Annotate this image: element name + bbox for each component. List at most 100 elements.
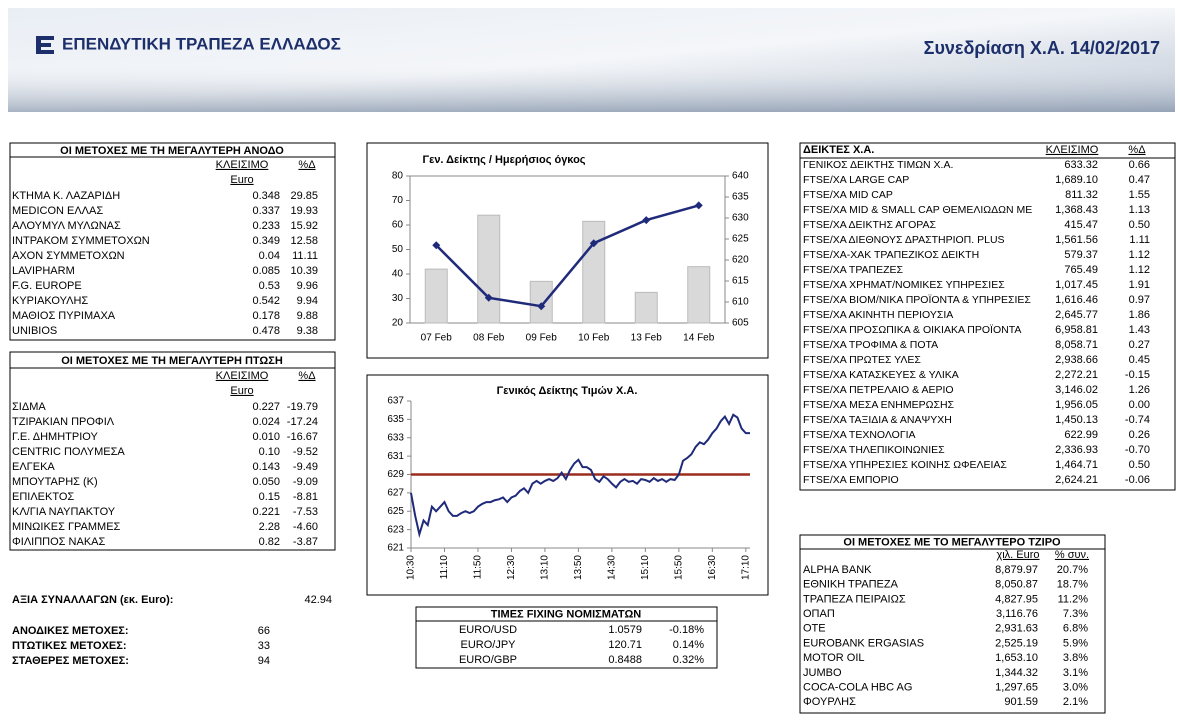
table-border bbox=[799, 142, 1176, 491]
index-name: FTSE/ΧΑ ΠΡΩΤΕΣ ΥΛΕΣ bbox=[803, 354, 921, 366]
index-name: FTSE/ΧΑ ΥΠΗΡΕΣΙΕΣ ΚΟΙΝΗΣ ΩΦΕΛΕΙΑΣ bbox=[803, 459, 1007, 471]
y-tick-label: 60 bbox=[392, 220, 404, 231]
chart-title: Γενικός Δείκτης Τιμών Χ.Α. bbox=[497, 385, 638, 397]
y-tick-label: 633 bbox=[387, 432, 404, 443]
turnover-share: 20.7% bbox=[1057, 564, 1088, 576]
index-name: FTSE/ΧΑ LARGE CAP bbox=[803, 174, 909, 186]
index-name: FTSE/ΧΑ ΧΡΗΜΑΤ/ΝΟΜΙΚΕΣ ΥΠΗΡΕΣΙΕΣ bbox=[803, 279, 1005, 291]
column-header: ΚΛΕΙΣΙΜΟ bbox=[216, 159, 269, 171]
index-name: FTSE/ΧΑ ΤΑΞΙΔΙΑ & ΑΝΑΨΥΧΗ bbox=[803, 414, 952, 426]
turnover-value: 3,116.76 bbox=[996, 608, 1038, 620]
summary-label: ΠΤΩΤΙΚΕΣ ΜΕΤΟΧΕΣ: bbox=[12, 640, 127, 652]
y-tick-label: 40 bbox=[392, 269, 404, 280]
bar bbox=[687, 266, 711, 324]
close-price: 0.221 bbox=[252, 506, 280, 518]
marker bbox=[694, 201, 703, 210]
session-date: Συνεδρίαση Χ.Α. 14/02/2017 bbox=[924, 38, 1160, 58]
index-name: ΓΕΝΙΚΟΣ ΔΕΙΚΤΗΣ ΤΙΜΩΝ Χ.Α. bbox=[803, 159, 953, 171]
x-tick-label: 10 Feb bbox=[578, 333, 610, 344]
index-name: FTSE/ΧΑ ΤΡΟΦΙΜΑ & ΠΟΤΑ bbox=[803, 339, 938, 351]
index-close: 2,624.21 bbox=[1055, 474, 1098, 486]
y-tick-label: 627 bbox=[387, 488, 404, 499]
close-price: 0.024 bbox=[252, 416, 280, 428]
change-pct: -16.67 bbox=[287, 431, 318, 443]
summary-value: 66 bbox=[258, 625, 270, 637]
index-close: 1,956.05 bbox=[1055, 399, 1098, 411]
close-price: 0.178 bbox=[252, 310, 280, 322]
y-tick-label: 621 bbox=[387, 543, 404, 554]
index-close: 811.32 bbox=[1065, 189, 1098, 201]
stock-name: ΕΛΓΕΚΑ bbox=[12, 461, 55, 473]
bar bbox=[477, 214, 501, 324]
currency-pair: EURO/GBP bbox=[459, 654, 517, 666]
y-tick-label: 50 bbox=[392, 244, 404, 255]
stock-name: MOTOR OIL bbox=[803, 652, 865, 664]
index-close: 8,058.71 bbox=[1055, 339, 1098, 351]
index-change: 1.11 bbox=[1129, 234, 1150, 246]
stock-name: ΜΙΝΩΙΚΕΣ ΓΡΑΜΜΕΣ bbox=[12, 521, 121, 533]
bar bbox=[529, 280, 553, 324]
index-change: -0.15 bbox=[1125, 369, 1150, 381]
bar bbox=[424, 268, 448, 324]
index-change: 1.12 bbox=[1129, 249, 1150, 261]
index-change: 0.50 bbox=[1129, 219, 1150, 231]
table-border bbox=[799, 534, 1106, 550]
index-change: 0.97 bbox=[1129, 294, 1150, 306]
plot-border bbox=[409, 175, 726, 324]
change-pct: 11.11 bbox=[292, 250, 318, 262]
close-price: 0.227 bbox=[252, 401, 280, 413]
y-tick-label: 629 bbox=[387, 469, 404, 480]
table-border bbox=[415, 606, 718, 622]
index-name: FTSE/ΧΑ ΔΕΙΚΤΗΣ ΑΓΟΡΑΣ bbox=[803, 219, 936, 231]
index-line bbox=[410, 413, 750, 539]
y2-tick-label: 630 bbox=[732, 213, 749, 224]
index-close: 765.49 bbox=[1064, 264, 1098, 276]
line bbox=[435, 204, 700, 308]
close-price: 0.82 bbox=[259, 536, 280, 548]
close-price: 0.348 bbox=[252, 190, 280, 202]
stock-name: ALPHA BANK bbox=[803, 564, 872, 576]
bar bbox=[582, 220, 606, 324]
stock-name: ΦΟΥΡΛΗΣ bbox=[803, 696, 856, 708]
turnover-share: 3.1% bbox=[1063, 667, 1088, 679]
index-close: 2,645.77 bbox=[1055, 309, 1098, 321]
x-tick-label: 08 Feb bbox=[473, 333, 505, 344]
turnover-value: 4,827.95 bbox=[995, 593, 1038, 605]
marker bbox=[642, 216, 651, 225]
logo bbox=[36, 36, 54, 54]
unit-label: Euro bbox=[230, 385, 253, 397]
summary-label: ΑΝΟΔΙΚΕΣ ΜΕΤΟΧΕΣ: bbox=[12, 625, 129, 637]
index-close: 1,368.43 bbox=[1055, 204, 1098, 216]
table-title: ΟΙ ΜΕΤΟΧΕΣ ΜΕ ΤΟ ΜΕΓΑΛΥΤΕΡΟ ΤΖΙΡΟ bbox=[843, 536, 1061, 548]
x-tick-label: 13:10 bbox=[540, 555, 551, 580]
y2-tick-label: 625 bbox=[732, 234, 749, 245]
stock-name: UNIBIOS bbox=[12, 325, 57, 337]
index-change: 1.86 bbox=[1129, 309, 1150, 321]
index-close: 3,146.02 bbox=[1055, 384, 1098, 396]
index-name: FTSE/ΧΑ MID CAP bbox=[803, 189, 893, 201]
y-tick-label: 623 bbox=[387, 524, 404, 535]
x-tick-label: 07 Feb bbox=[421, 333, 453, 344]
index-name: FTSE/ΧΑ ΚΑΤΑΣΚΕΥΕΣ & ΥΛΙΚΑ bbox=[803, 369, 959, 381]
stock-name: ΑΧΟΝ ΣΥΜΜΕΤΟΧΩΝ bbox=[12, 250, 125, 262]
stock-name: LAVIPHARM bbox=[12, 265, 75, 277]
y-tick-label: 70 bbox=[392, 195, 404, 206]
x-tick-label: 14 Feb bbox=[683, 333, 715, 344]
index-name: FTSE/ΧΑ ΤΗΛΕΠΙΚΟΙΝΩΝΙΕΣ bbox=[803, 444, 945, 456]
column-header: % συν. bbox=[1055, 549, 1089, 561]
index-change: 0.00 bbox=[1129, 399, 1150, 411]
index-name: FTSE/ΧΑ ΔΙΕΘΝΟΥΣ ΔΡΑΣΤΗΡΙΟΠ. PLUS bbox=[803, 234, 1005, 246]
y2-tick-label: 610 bbox=[732, 297, 749, 308]
index-close: 415.47 bbox=[1064, 219, 1098, 231]
change-pct: -9.52 bbox=[293, 446, 318, 458]
y-tick-label: 80 bbox=[392, 171, 404, 182]
x-tick-label: 16:30 bbox=[707, 555, 718, 580]
y2-tick-label: 640 bbox=[732, 171, 749, 182]
close-price: 0.233 bbox=[252, 220, 280, 232]
y2-tick-label: 605 bbox=[732, 318, 749, 329]
column-header: %Δ bbox=[1128, 144, 1146, 156]
stock-name: COCA-COLA HBC AG bbox=[803, 682, 912, 694]
fixing-rate: 120.71 bbox=[608, 639, 642, 651]
y2-tick-label: 615 bbox=[732, 276, 749, 287]
marker bbox=[484, 293, 493, 302]
